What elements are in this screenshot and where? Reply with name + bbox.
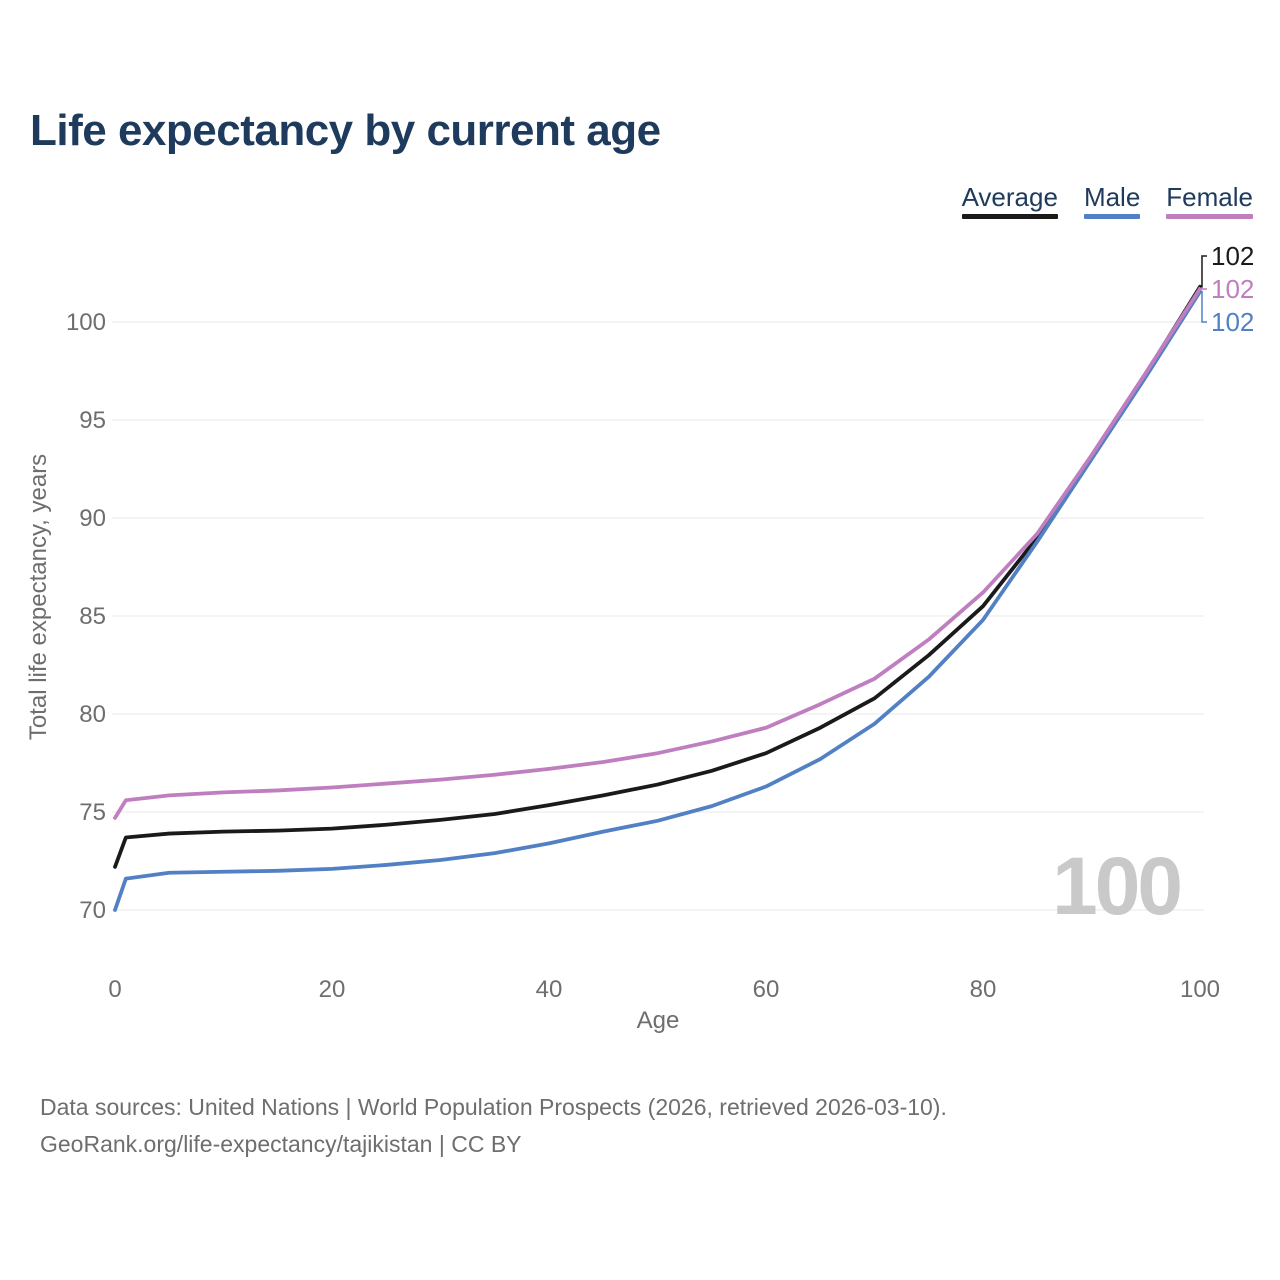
y-tick-label: 80 bbox=[79, 701, 106, 728]
page-title: Life expectancy by current age bbox=[30, 106, 661, 155]
y-tick-label: 75 bbox=[79, 799, 106, 826]
y-tick-label: 90 bbox=[79, 505, 106, 532]
footer-attribution-line: GeoRank.org/life-expectancy/tajikistan |… bbox=[40, 1131, 522, 1157]
end-label-connector-average bbox=[1200, 255, 1207, 288]
legend-swatch-female bbox=[1166, 214, 1253, 220]
legend-item-female[interactable]: Female bbox=[1166, 182, 1253, 220]
series-line-average bbox=[113, 284, 1202, 869]
y-tick-label: 85 bbox=[79, 603, 106, 630]
legend-item-male[interactable]: Male bbox=[1083, 182, 1141, 220]
x-axis-title: Age bbox=[637, 1007, 680, 1034]
series-line-male bbox=[113, 289, 1202, 912]
y-tick-label: 100 bbox=[66, 309, 106, 336]
end-label-connector-male bbox=[1200, 290, 1207, 323]
x-tick-label: 0 bbox=[108, 976, 121, 1003]
series-line-female bbox=[113, 286, 1202, 820]
legend-label-male: Male bbox=[1083, 182, 1141, 212]
footer: Data sources: United Nations | World Pop… bbox=[40, 1089, 947, 1163]
series-end-label-female: 102 bbox=[1211, 274, 1254, 304]
footer-source-line: Data sources: United Nations | World Pop… bbox=[40, 1094, 947, 1120]
x-tick-label: 80 bbox=[970, 976, 997, 1003]
x-tick-label: 40 bbox=[536, 976, 563, 1003]
series-end-label-average: 102 bbox=[1211, 241, 1254, 271]
legend-label-average: Average bbox=[961, 182, 1058, 212]
legend-swatch-male bbox=[1083, 214, 1141, 220]
y-tick-label: 70 bbox=[79, 897, 106, 924]
x-tick-label: 60 bbox=[753, 976, 780, 1003]
y-axis-title: Total life expectancy, years bbox=[25, 454, 52, 740]
legend-item-average[interactable]: Average bbox=[961, 182, 1058, 220]
legend: Average Male Female bbox=[961, 182, 1253, 220]
legend-label-female: Female bbox=[1166, 182, 1253, 212]
legend-swatch-average bbox=[961, 214, 1058, 220]
y-tick-label: 95 bbox=[79, 407, 106, 434]
x-tick-label: 20 bbox=[319, 976, 346, 1003]
series-end-label-male: 102 bbox=[1211, 307, 1254, 337]
x-tick-label: 100 bbox=[1180, 976, 1220, 1003]
watermark: 100 bbox=[1052, 841, 1183, 932]
